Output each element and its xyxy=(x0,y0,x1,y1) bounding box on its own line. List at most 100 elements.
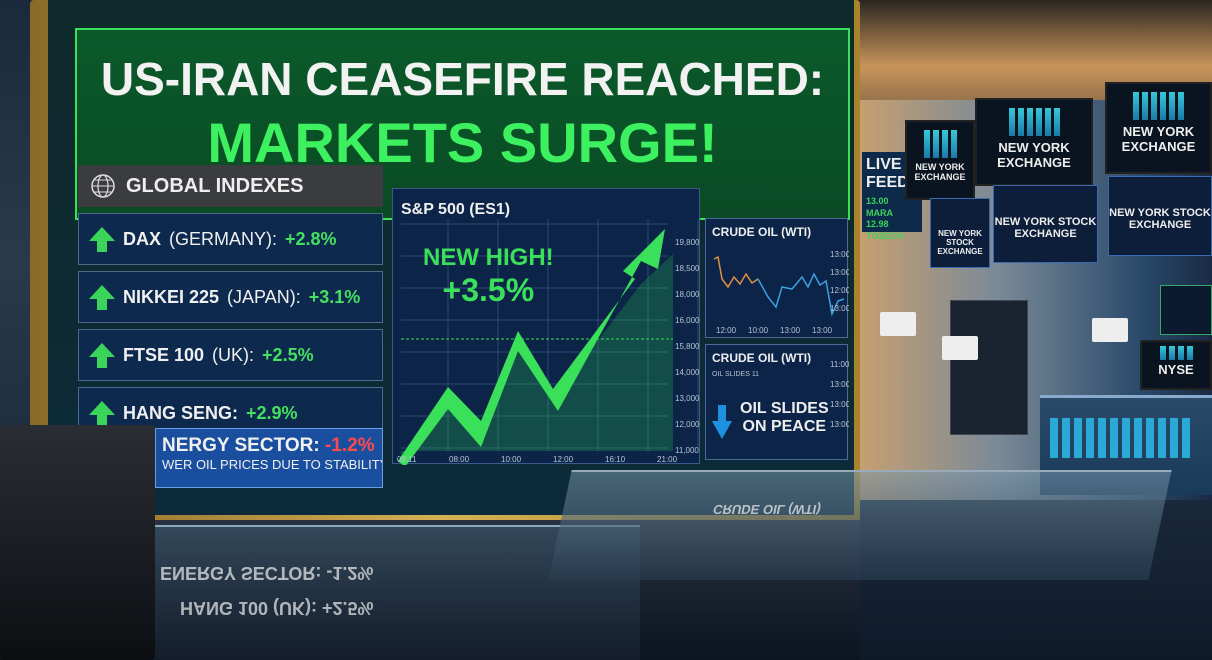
feed-label: FEED xyxy=(866,174,909,191)
nyse-label: NYSE xyxy=(1158,362,1194,377)
y-tick-label: 13,000 xyxy=(675,394,700,403)
up-arrow-icon xyxy=(89,343,115,368)
globe-icon xyxy=(91,174,115,198)
y-tick-label: 11,000 xyxy=(675,446,699,455)
x-tick-label: 09:11 xyxy=(397,455,417,464)
y-tick-label: 15,800 xyxy=(675,342,700,351)
x-tick-label: 10:00 xyxy=(748,326,769,335)
crude-oil-title: CRUDE OIL (WTI) xyxy=(712,351,812,365)
exchange-monitor: NEW YORK EXCHANGE xyxy=(1105,82,1212,174)
index-name: NIKKEI 225 xyxy=(123,286,220,307)
monitor-label: NEW YORK EXCHANGE xyxy=(1121,124,1196,154)
y-tick-label: 16,000 xyxy=(675,316,700,325)
index-name: FTSE 100 xyxy=(123,344,205,365)
oil-price-line xyxy=(713,255,759,289)
crude-oil-chart: 13:00 13:00 12:00 13:00 12:00 10:00 13:00 13:00 xyxy=(713,250,849,335)
sp500-change: +3.5% xyxy=(442,271,535,308)
y-tick-label: 18,500 xyxy=(675,264,700,273)
crude-oil-panel-2: CRUDE OIL (WTI) OIL SLIDES 11 OIL SLIDES… xyxy=(705,344,849,460)
crude-oil-axis: 11:00 13:00 13:00 13:00 xyxy=(830,360,849,429)
x-tick-label: 12:00 xyxy=(716,326,737,335)
y-tick-label: 19,800 xyxy=(675,238,700,247)
new-high-label: NEW HIGH! xyxy=(423,244,554,271)
up-arrow-icon xyxy=(89,285,115,310)
index-change: +2.5% xyxy=(262,344,314,365)
studio-lamp xyxy=(942,336,978,360)
x-tick-label: 10:00 xyxy=(501,455,522,464)
stock-monitor: NEW YORK STOCK EXCHANGE xyxy=(930,198,990,268)
index-change: +3.1% xyxy=(308,286,361,307)
trend-arrow xyxy=(398,229,665,465)
y-tick-label: 13:00 xyxy=(830,250,849,259)
headline-line-2: MARKETS SURGE! xyxy=(207,111,718,174)
oil-message-1: OIL SLIDES xyxy=(740,400,829,417)
sp500-callout: NEW HIGH! +3.5% xyxy=(423,244,554,308)
y-tick-label: 12:00 xyxy=(830,286,849,295)
energy-sector-row: NERGY SECTOR: -1.2% WER OIL PRICES DUE T… xyxy=(155,428,383,488)
reflection-text: CRUDE OIL (WTI) xyxy=(711,502,823,517)
x-tick-label: 13:00 xyxy=(812,326,833,335)
desk-monitor xyxy=(0,425,155,660)
global-indexes-header: GLOBAL INDEXES xyxy=(78,165,383,207)
oil-price-line xyxy=(757,272,845,317)
chart-monitor xyxy=(1160,285,1212,335)
index-region: (GERMANY): xyxy=(169,228,278,249)
sp500-chart: 19,800 18,500 18,000 16,000 15,800 14,000 13,0… xyxy=(397,219,700,465)
stock-monitor: NEW YORK STOCK EXCHANGE xyxy=(993,185,1098,263)
up-arrow-icon xyxy=(89,227,115,252)
ticker-line: 13.00 MARA xyxy=(866,196,893,218)
live-label: LIVE xyxy=(866,156,902,173)
exchange-monitor: NEW YORK EXCHANGE xyxy=(975,98,1093,186)
studio-lamp xyxy=(880,312,916,336)
ticker-line: 12.98 TOSECH xyxy=(866,219,904,242)
y-tick-label: 18,000 xyxy=(675,290,700,299)
y-tick-label: 13:00 xyxy=(830,304,849,313)
index-region: (JAPAN): xyxy=(227,286,301,307)
server-rack xyxy=(950,300,1028,435)
global-indexes-panel: GLOBAL INDEXES DAX (GERMANY): +2.8% NIKKEI… xyxy=(78,165,383,439)
energy-label: NERGY SECTOR: xyxy=(162,435,320,456)
y-tick-label: 13:00 xyxy=(830,380,849,389)
crude-oil-subtitle: OIL SLIDES 11 xyxy=(712,371,760,378)
y-tick-label: 14,000 xyxy=(675,368,700,377)
y-tick-label: 12,000 xyxy=(675,420,700,429)
index-region: (UK): xyxy=(212,344,255,365)
y-tick-label: 13:00 xyxy=(830,400,849,409)
y-tick-label: 13:00 xyxy=(830,420,849,429)
x-tick-label: 12:00 xyxy=(553,455,574,464)
index-row-ftse: FTSE 100 (UK): +2.5% xyxy=(78,329,383,381)
energy-note: WER OIL PRICES DUE TO STABILITY xyxy=(162,457,383,472)
energy-change: -1.2% xyxy=(324,435,375,456)
index-name: HANG SENG: xyxy=(123,402,239,423)
x-tick-label: 08:00 xyxy=(449,455,470,464)
y-tick-label: 13:00 xyxy=(830,268,849,277)
index-change: +2.9% xyxy=(246,402,298,423)
x-tick-label: 16:10 xyxy=(605,455,626,464)
oil-message-2: ON PEACE xyxy=(742,417,827,435)
index-name: DAX xyxy=(123,228,162,249)
reflection-text: HANG 100 (UK): +2.5% xyxy=(180,598,374,618)
glass-counter: CRUDE OIL (WTI) xyxy=(548,470,1172,580)
index-change: +2.8% xyxy=(285,228,337,249)
crude-oil-panel-1: CRUDE OIL (WTI) 13:00 13:00 12:00 13:00 12:0… xyxy=(705,218,849,338)
exchange-monitor: NEW YORK EXCHANGE xyxy=(905,120,975,200)
nyse-monitor: NYSE xyxy=(1140,340,1212,390)
global-indexes-title: GLOBAL INDEXES xyxy=(126,174,304,197)
monitor-label: NEW YORK EXCHANGE xyxy=(914,162,966,182)
studio-lamp xyxy=(1092,318,1128,342)
headline-line-1: US-IRAN CEASEFIRE REACHED: xyxy=(100,53,825,105)
x-tick-label: 13:00 xyxy=(780,326,801,335)
x-tick-label: 21:00 xyxy=(657,455,678,464)
glass-desk: HANG 100 (UK): +2.5% ENERGY SECTOR: -1.2… xyxy=(120,525,640,660)
monitor-label: NEW YORK EXCHANGE xyxy=(997,140,1071,170)
area-fill xyxy=(401,254,673,457)
y-tick-label: 11:00 xyxy=(830,360,849,369)
sp500-chart-panel: 19,800 18,500 18,000 16,000 15,800 14,000 13,0… xyxy=(392,188,700,465)
sp500-title: S&P 500 (ES1) xyxy=(401,201,511,218)
index-row-nikkei: NIKKEI 225 (JAPAN): +3.1% xyxy=(78,271,383,323)
down-arrow-icon xyxy=(712,405,732,439)
stock-monitor: NEW YORK STOCK EXCHANGE xyxy=(1108,176,1212,256)
index-row-dax: DAX (GERMANY): +2.8% xyxy=(78,213,383,265)
reflection-text: ENERGY SECTOR: -1.2% xyxy=(160,563,374,583)
crude-oil-title: CRUDE OIL (WTI) xyxy=(712,225,812,239)
